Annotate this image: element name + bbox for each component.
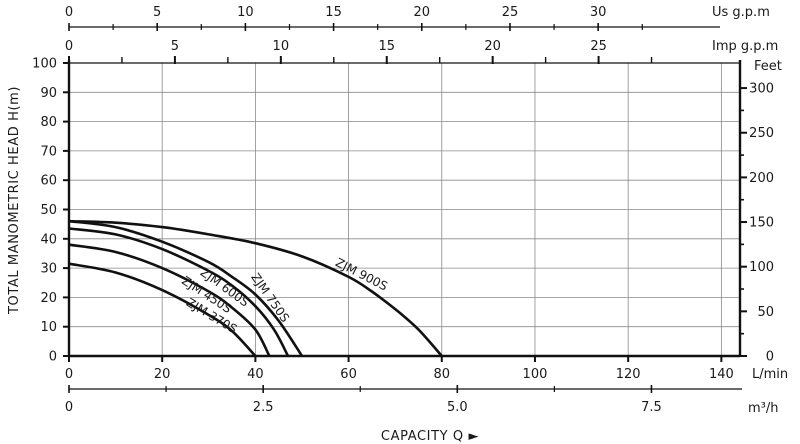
feet-tick-label: 0 [766, 350, 774, 365]
imp-gpm-tick-label: 25 [590, 39, 607, 54]
x-tick-label: 0 [65, 367, 73, 382]
top-axis-2-unit: Imp g.p.m [712, 39, 778, 54]
curve-zjm-600s [68, 227, 290, 357]
us-gpm-tick-label: 30 [590, 5, 607, 20]
curve-zjm-370s [68, 262, 257, 357]
x-tick-label: 60 [340, 367, 357, 382]
m3h-tick-label: 0 [65, 400, 73, 415]
curve-zjm-900s [68, 219, 443, 357]
y-tick-label: 50 [40, 203, 57, 218]
x-tick-label: 80 [434, 367, 451, 382]
imp-gpm-tick-label: 5 [171, 39, 179, 54]
feet-tick-label: 50 [757, 305, 774, 320]
x-tick-label: 120 [616, 367, 641, 382]
us-gpm-tick-label: 10 [237, 5, 254, 20]
m3h-tick-label: 2.5 [253, 400, 274, 415]
y-tick-label: 10 [40, 320, 57, 335]
imp-gpm-tick-label: 0 [65, 39, 73, 54]
x-tick-label: 40 [247, 367, 264, 382]
feet-tick-label: 200 [749, 171, 774, 186]
imp-gpm-tick-label: 15 [378, 39, 395, 54]
us-gpm-tick-label: 20 [414, 5, 431, 20]
curve-zjm-450s [68, 243, 271, 357]
pump-curves [68, 219, 443, 357]
grid [69, 62, 740, 357]
m3h-tick-label: 5.0 [447, 400, 468, 415]
right-axis-unit: Feet [754, 59, 782, 74]
y-tick-label: 40 [40, 232, 57, 247]
x-axis-unit: L/min [752, 367, 788, 382]
y-tick-label: 20 [40, 291, 57, 306]
y-tick-label: 90 [40, 86, 57, 101]
us-gpm-tick-label: 15 [325, 5, 342, 20]
y-tick-label: 0 [49, 350, 57, 365]
us-gpm-tick-label: 0 [65, 5, 73, 20]
bottom-axis-2-unit: m³/h [748, 401, 779, 416]
y-tick-label: 30 [40, 262, 57, 277]
feet-tick-label: 250 [749, 126, 774, 141]
feet-tick-label: 150 [749, 216, 774, 231]
y-axis-title: TOTAL MANOMETRIC HEAD H(m) [7, 86, 22, 315]
x-axis-title: CAPACITY Q ► [381, 429, 479, 444]
us-gpm-tick-label: 25 [502, 5, 519, 20]
axes [63, 23, 747, 393]
us-gpm-tick-label: 5 [153, 5, 161, 20]
x-tick-label: 140 [709, 367, 734, 382]
feet-tick-label: 100 [749, 260, 774, 275]
m3h-tick-label: 7.5 [641, 400, 662, 415]
y-tick-label: 70 [40, 144, 57, 159]
x-tick-label: 20 [154, 367, 171, 382]
y-tick-label: 80 [40, 115, 57, 130]
top-axis-1-unit: Us g.p.m [712, 5, 770, 20]
imp-gpm-tick-label: 10 [273, 39, 290, 54]
y-tick-label: 100 [32, 57, 57, 72]
imp-gpm-tick-label: 20 [484, 39, 501, 54]
curve-zjm-750s [68, 219, 304, 357]
x-tick-label: 100 [523, 367, 548, 382]
feet-tick-label: 300 [749, 82, 774, 97]
y-tick-label: 60 [40, 174, 57, 189]
